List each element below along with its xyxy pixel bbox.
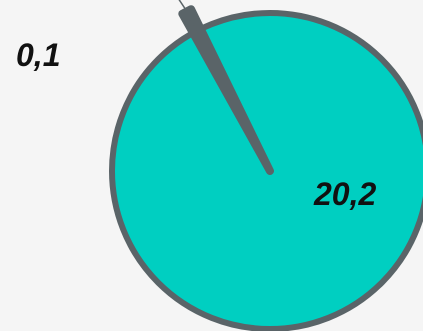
data-label-small-slice: 0,1 <box>16 37 60 73</box>
pie-slice-small <box>178 5 274 175</box>
pie-slices <box>109 5 423 331</box>
data-label-large-slice: 20,2 <box>313 176 376 212</box>
pie-labels: 0,1 20,2 <box>16 0 376 212</box>
leader-line-small-slice <box>178 0 187 11</box>
